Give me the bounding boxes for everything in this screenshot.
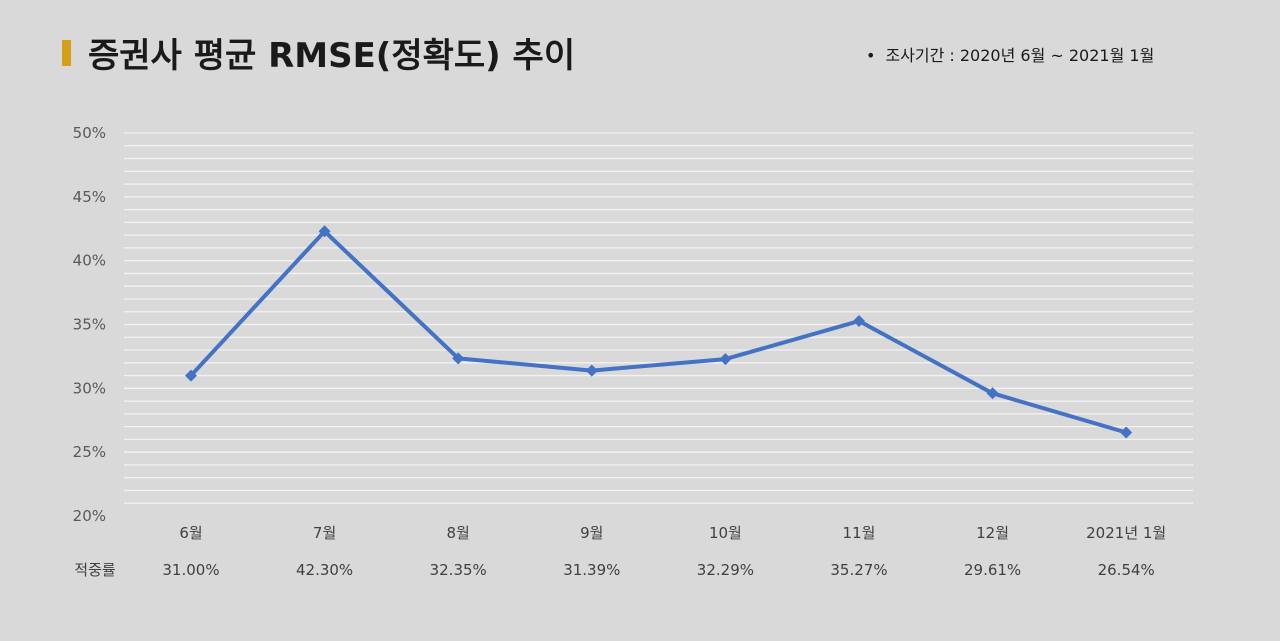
- x-tick-label: 9월: [580, 524, 603, 542]
- title-accent-bar: [62, 40, 71, 66]
- y-axis-ticks: 20% 25% 30% 35% 40% 45% 50%: [73, 124, 106, 525]
- series-points: [185, 225, 1133, 439]
- data-point: [452, 352, 465, 365]
- period-bullet: •: [866, 46, 876, 65]
- row-label: 적중률: [74, 561, 116, 579]
- x-tick-label: 10월: [709, 524, 742, 542]
- y-tick-label: 50%: [73, 124, 106, 142]
- y-tick-label: 25%: [73, 443, 106, 461]
- value-label: 29.61%: [964, 561, 1021, 579]
- x-tick-label: 6월: [179, 524, 202, 542]
- value-label: 31.39%: [563, 561, 620, 579]
- data-point: [185, 369, 197, 382]
- series-line-path: [189, 229, 1127, 435]
- y-tick-label: 20%: [73, 507, 106, 525]
- y-tick-label: 35%: [73, 316, 106, 334]
- data-point: [318, 225, 331, 238]
- value-row: 적중률 31.00% 42.30% 32.35% 31.39% 32.29% 35.27% 2…: [74, 561, 1155, 579]
- data-point: [1120, 426, 1133, 439]
- x-tick-label: 8월: [447, 524, 470, 542]
- chart-grid: [124, 132, 1193, 504]
- x-tick-label: 7월: [313, 524, 336, 542]
- period-text: 조사기간 : 2020년 6월 ~ 2021월 1월: [885, 46, 1155, 65]
- data-point: [719, 353, 732, 366]
- survey-period: • 조사기간 : 2020년 6월 ~ 2021월 1월: [866, 42, 1154, 66]
- value-label: 42.30%: [296, 561, 353, 579]
- series-line: [189, 229, 1127, 435]
- data-point: [585, 364, 598, 377]
- value-label: 35.27%: [830, 561, 887, 579]
- x-tick-label: 2021년 1월: [1086, 524, 1166, 542]
- value-label: 32.29%: [697, 561, 754, 579]
- y-tick-label: 45%: [73, 188, 106, 206]
- x-tick-label: 11월: [843, 524, 876, 542]
- value-label: 26.54%: [1098, 561, 1155, 579]
- data-point: [853, 315, 865, 328]
- y-tick-label: 40%: [73, 252, 106, 270]
- x-axis-ticks: 6월 7월 8월 9월 10월 11월 12월 2021년 1월: [179, 524, 1166, 542]
- value-label: 32.35%: [430, 561, 487, 579]
- x-tick-label: 12월: [976, 524, 1009, 542]
- y-tick-label: 30%: [73, 379, 106, 397]
- data-point: [986, 387, 999, 400]
- value-label: 31.00%: [162, 561, 219, 579]
- page-title: 증권사 평균 RMSE(정확도) 추이: [88, 36, 576, 76]
